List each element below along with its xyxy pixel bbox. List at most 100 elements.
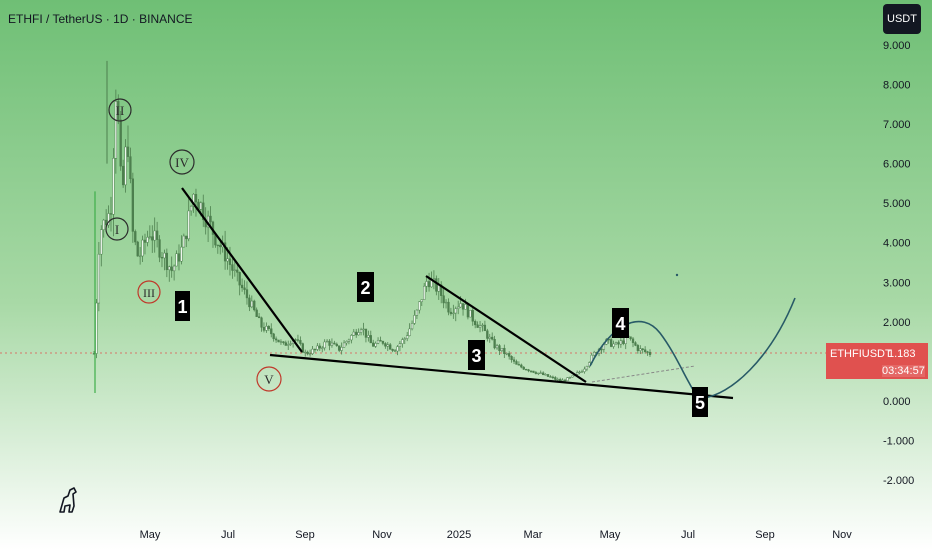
candle-body	[255, 309, 258, 317]
candle-body	[316, 345, 319, 350]
candle-body	[391, 349, 394, 351]
x-tick-label: Sep	[755, 529, 775, 541]
wave-text-I: I	[115, 222, 119, 237]
candle-body	[109, 213, 113, 215]
wave-label-III: III	[137, 280, 161, 304]
candle-body	[170, 266, 173, 272]
wave-box-5: 5	[692, 387, 708, 417]
candle-body	[646, 351, 649, 353]
candle-body	[289, 343, 292, 345]
candle-body	[340, 347, 343, 351]
currency-button[interactable]: USDT	[883, 4, 921, 34]
candle-body	[262, 327, 266, 331]
candle-body	[306, 351, 309, 355]
candle-body	[476, 324, 479, 328]
candle-body	[335, 343, 338, 346]
candle-body	[401, 339, 404, 344]
candle-body	[95, 302, 98, 354]
wave-box-5-bg	[692, 387, 708, 417]
candle-body	[114, 101, 118, 159]
wave-box-2-bg	[357, 272, 374, 302]
candle-body	[415, 309, 419, 316]
candle-body	[539, 372, 542, 374]
candle-body	[364, 328, 368, 338]
candle-body	[498, 345, 501, 352]
candle-body	[236, 269, 239, 273]
candle-body	[158, 239, 161, 258]
wave-circle-I	[105, 217, 129, 241]
candle-body	[219, 244, 222, 248]
candle-body	[347, 339, 351, 342]
candle-body	[267, 326, 270, 329]
candle-body	[529, 370, 533, 372]
wave-box-2-text: 2	[360, 278, 370, 298]
candle-body	[389, 344, 392, 350]
candle-body	[175, 253, 178, 267]
candle-body	[117, 101, 120, 121]
candle-body	[396, 346, 399, 352]
candle-body	[369, 335, 372, 344]
candle-body	[274, 338, 278, 341]
wave-label-IV: IV	[169, 149, 195, 175]
candle-body	[459, 303, 462, 308]
x-tick-label: Jul	[221, 529, 235, 541]
candle-body	[362, 328, 365, 331]
candle-body	[612, 343, 615, 347]
projection-dot	[675, 273, 679, 277]
candle-body	[296, 339, 300, 341]
y-tick-label: 2.000	[883, 317, 911, 329]
wave-circle-II	[108, 98, 132, 122]
candle-body	[634, 342, 637, 346]
candle-body	[483, 324, 487, 332]
candle-body	[345, 341, 348, 344]
wave-text-V: V	[264, 372, 274, 387]
candle-body	[100, 229, 103, 255]
candle-body	[112, 158, 115, 215]
wave-box-3-text: 3	[471, 346, 481, 366]
candle-body	[350, 335, 353, 341]
wave-circle-IV	[169, 149, 195, 175]
candle-body	[418, 301, 421, 311]
candle-body	[576, 372, 579, 375]
candle-body	[318, 345, 321, 349]
wave-label-I: I	[105, 217, 129, 241]
candle-body	[544, 374, 547, 376]
candle-body	[248, 297, 251, 308]
price-tag-countdown: 03:34:57	[882, 365, 925, 377]
price-tag-symbol: ETHFIUSDT	[830, 348, 892, 360]
candle-body	[566, 377, 569, 381]
candle-body	[442, 295, 445, 304]
candle-body	[386, 344, 389, 347]
candle-body	[639, 348, 642, 351]
candle-body	[270, 328, 273, 335]
candle-body	[398, 343, 402, 347]
candle-body	[551, 376, 555, 379]
tradingview-logo-icon[interactable]	[59, 487, 77, 513]
chart-header-title: ETHFI / TetherUS · 1D · BINANCE	[8, 12, 193, 26]
trendline-upper-left	[181, 187, 303, 353]
x-axis[interactable]: May Jul Sep Nov 2025 Mar May Jul Sep Nov	[140, 529, 853, 541]
candle-body	[374, 343, 377, 347]
candle-body	[520, 364, 523, 368]
candle-body	[265, 326, 268, 331]
candle-body	[503, 347, 506, 354]
candle-body	[549, 376, 552, 378]
candle-body	[151, 236, 154, 241]
candle-body	[527, 369, 530, 372]
candle-body	[384, 343, 387, 347]
candle-body	[338, 345, 341, 351]
candle-body	[342, 342, 346, 348]
candle-body	[304, 351, 307, 354]
candle-body	[420, 299, 423, 303]
wave-box-1-text: 1	[177, 297, 187, 317]
y-tick-label: -1.000	[883, 435, 914, 447]
candle-body	[228, 258, 232, 265]
candle-body	[143, 239, 147, 243]
wave-box-1-bg	[175, 291, 190, 321]
candle-body	[449, 311, 453, 314]
wave-box-4-bg	[612, 308, 629, 338]
candle-body	[321, 347, 324, 349]
candle-body	[146, 237, 149, 243]
wave-box-5-text: 5	[695, 393, 705, 413]
